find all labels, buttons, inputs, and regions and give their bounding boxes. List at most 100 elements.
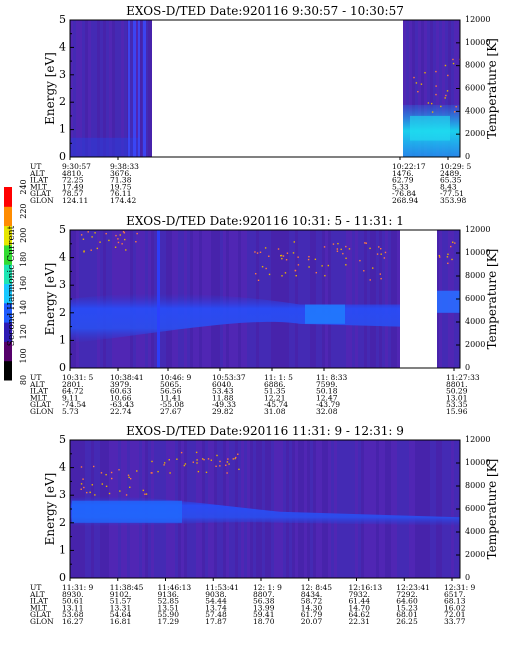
y2-tick-label: 10000: [465, 248, 490, 257]
temperature-point: [452, 62, 455, 65]
temperature-point: [452, 241, 454, 243]
orbit-value: 13.01: [446, 393, 467, 402]
temperature-point: [142, 489, 145, 492]
temperature-point: [363, 270, 365, 272]
orbit-value: 68.13: [444, 597, 466, 606]
panel-title: EXOS-D/TED Date:920116 10:31: 5 - 11:31:…: [126, 214, 404, 228]
temperature-point: [284, 272, 287, 274]
orbit-value: 29.82: [212, 407, 234, 416]
panel-3: EXOS-D/TED Date:920116 11:31: 9 - 12:31:…: [29, 424, 499, 626]
orbit-value: 64.60: [396, 597, 418, 606]
panel-2: EXOS-D/TED Date:920116 10:31: 5 - 11:31:…: [29, 214, 499, 416]
y-tick-label: 0: [59, 150, 66, 163]
y2-tick-label: 4000: [465, 317, 485, 326]
y-tick-label: 3: [59, 278, 66, 291]
colorbar-tick-label: 240: [19, 179, 28, 194]
orbit-value: 13.51: [158, 603, 179, 612]
orbit-value: 13.11: [62, 603, 83, 612]
temperature-point: [378, 246, 380, 248]
temperature-point: [293, 241, 295, 243]
temperature-point: [280, 254, 282, 257]
temperature-point: [424, 72, 426, 74]
temperature-point: [446, 256, 449, 258]
orbit-row-label: MLT: [30, 603, 47, 612]
orbit-value: 6517.: [444, 590, 465, 599]
temperature-point: [447, 74, 449, 77]
temperature-point: [119, 234, 121, 236]
y2-tick-label: 10000: [465, 38, 490, 47]
temperature-point: [115, 234, 117, 237]
colorbar-swatch: [4, 302, 12, 323]
orbit-value: 19.75: [110, 182, 132, 191]
orbit-value: 58.72: [301, 597, 323, 606]
temperature-point: [105, 473, 107, 476]
temperature-point: [125, 494, 128, 496]
temperature-point: [114, 246, 117, 248]
temperature-point: [108, 492, 111, 495]
temperature-point: [430, 102, 433, 105]
temperature-point: [196, 459, 198, 461]
orbit-value: 54.64: [110, 610, 132, 619]
temperature-point: [447, 262, 449, 265]
orbit-value: 3676.: [110, 169, 131, 178]
y2-tick-label: 10000: [465, 458, 490, 467]
y-tick-label: 2: [59, 516, 66, 529]
temperature-point: [80, 466, 83, 468]
colorbar-tick-label: 160: [19, 276, 28, 291]
orbit-value: -77.51: [440, 189, 464, 198]
temperature-points: [80, 451, 240, 496]
orbit-value: 11: 1: 5: [264, 373, 293, 382]
orbit-value: -49.33: [212, 400, 236, 409]
temperature-point: [295, 274, 297, 277]
colorbar-swatch: [4, 244, 12, 265]
colorbar-swatch: [4, 283, 12, 304]
orbit-value: 1476.: [392, 169, 413, 178]
temperature-point: [447, 253, 449, 255]
temperature-point: [210, 459, 213, 461]
orbit-value: -63.43: [110, 400, 134, 409]
temperature-point: [82, 238, 85, 240]
y-tick-label: 3: [59, 488, 66, 501]
orbit-value: 353.98: [440, 196, 466, 205]
temperature-point: [336, 250, 339, 252]
orbit-value: 12:31: 9: [444, 583, 476, 592]
orbit-row-label: ALT: [29, 169, 45, 178]
temperature-point: [123, 232, 126, 234]
y2-tick-label: 12000: [465, 15, 490, 24]
y-tick-label: 4: [59, 251, 66, 264]
y2-tick-label: 8000: [465, 271, 485, 280]
orbit-value: 7292.: [396, 590, 417, 599]
orbit-row-label: UT: [30, 583, 41, 592]
temperature-point: [285, 259, 288, 261]
temperature-point: [380, 253, 382, 255]
orbit-value: 16.27: [62, 617, 84, 626]
orbit-value: 60.63: [110, 387, 132, 396]
orbit-value: 20.07: [301, 617, 323, 626]
y-axis-label: Energy [eV]: [43, 52, 57, 125]
temperature-point: [445, 94, 447, 97]
temperature-point: [121, 243, 123, 245]
orbit-value: 7932.: [349, 590, 370, 599]
colorbar-label: Second Harmonic Current: [7, 225, 17, 346]
y-tick-label: 1: [59, 543, 66, 556]
y-tick-label: 2: [59, 306, 66, 319]
orbit-value: 16.02: [444, 603, 466, 612]
orbit-value: 174.42: [110, 196, 136, 205]
orbit-value: 56.38: [253, 597, 275, 606]
temperature-point: [297, 256, 299, 258]
orbit-value: 53.35: [446, 400, 468, 409]
temperature-point: [86, 491, 88, 494]
temperature-point: [324, 274, 326, 277]
temperature-point: [83, 486, 85, 489]
orbit-value: 8434.: [301, 590, 322, 599]
orbit-value: 7599.: [316, 380, 337, 389]
y2-axis-label: Temperature [K]: [485, 249, 499, 350]
colorbar-swatch: [4, 206, 12, 227]
temperature-point: [94, 232, 96, 234]
orbit-value: -43.79: [316, 400, 340, 409]
y2-axis-label: Temperature [K]: [485, 459, 499, 560]
temperature-point: [201, 458, 204, 460]
orbit-value: 12:23:41: [396, 583, 430, 592]
colorbar-tick-label: 100: [19, 348, 28, 363]
